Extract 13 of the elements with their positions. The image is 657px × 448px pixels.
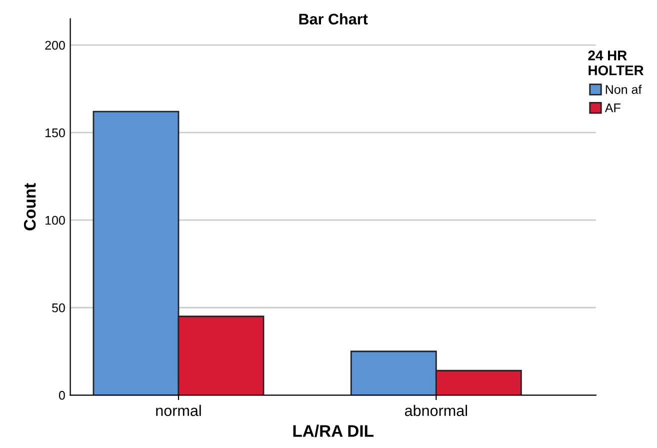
y-axis-title: Count <box>24 183 36 230</box>
y-tick-label: 100 <box>46 216 65 225</box>
x-tick-label: normal <box>156 404 201 416</box>
legend-label: Non af <box>606 84 642 94</box>
y-tick-label: 150 <box>46 128 65 138</box>
y-tick-label: 0 <box>58 390 65 400</box>
y-tick-label: 50 <box>52 303 65 312</box>
x-axis-title: LA/RA DIL <box>293 424 374 438</box>
chart-title: Bar Chart <box>299 13 368 25</box>
x-tick-label: abnormal <box>404 404 467 416</box>
legend-title: 24 HR HOLTER <box>588 50 644 76</box>
y-tick-label: 200 <box>45 40 65 50</box>
legend-label: AF <box>604 104 620 112</box>
